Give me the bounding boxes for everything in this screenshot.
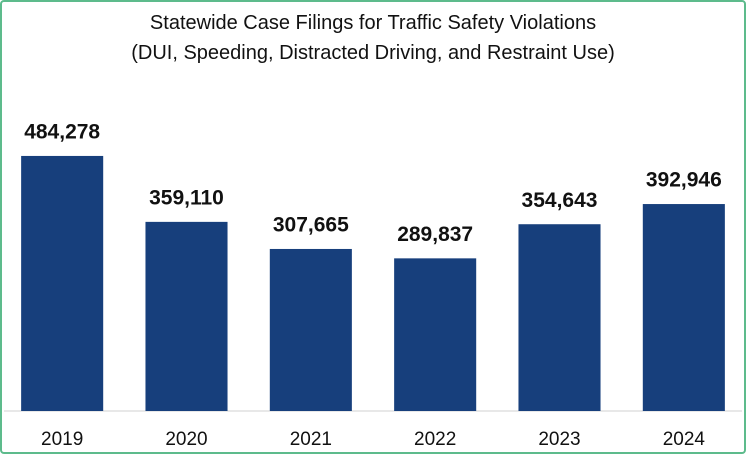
bar (145, 221, 228, 411)
bar (642, 204, 725, 411)
x-tick-label: 2024 (663, 429, 706, 450)
x-tick-label: 2021 (290, 429, 332, 450)
bar (269, 248, 352, 411)
data-label: 354,643 (522, 189, 598, 212)
data-label: 359,110 (149, 186, 224, 209)
x-tick-label: 2019 (41, 429, 83, 450)
data-label: 484,278 (24, 120, 100, 143)
chart-title: Statewide Case Filings for Traffic Safet… (131, 12, 615, 64)
bar (394, 258, 477, 411)
data-label: 289,837 (397, 223, 473, 246)
bar (518, 224, 601, 411)
x-tick-label: 2020 (165, 429, 207, 450)
data-label: 392,946 (646, 169, 722, 192)
x-tick-label: 2022 (414, 429, 456, 450)
x-tick-label: 2023 (538, 429, 580, 450)
data-label: 307,665 (273, 214, 349, 237)
bar (21, 155, 104, 411)
